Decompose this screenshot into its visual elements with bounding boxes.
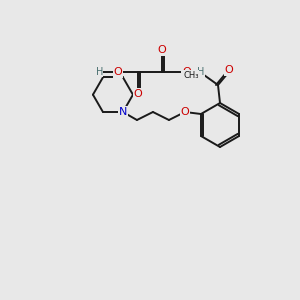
Text: O: O — [181, 107, 189, 117]
Text: CH₃: CH₃ — [184, 70, 199, 80]
Text: N: N — [119, 107, 127, 117]
Text: H: H — [197, 67, 204, 77]
Text: H: H — [96, 67, 103, 77]
Text: O: O — [114, 67, 122, 77]
Text: O: O — [134, 89, 142, 99]
Text: O: O — [225, 65, 233, 75]
Text: O: O — [182, 67, 191, 77]
Text: O: O — [158, 45, 166, 55]
